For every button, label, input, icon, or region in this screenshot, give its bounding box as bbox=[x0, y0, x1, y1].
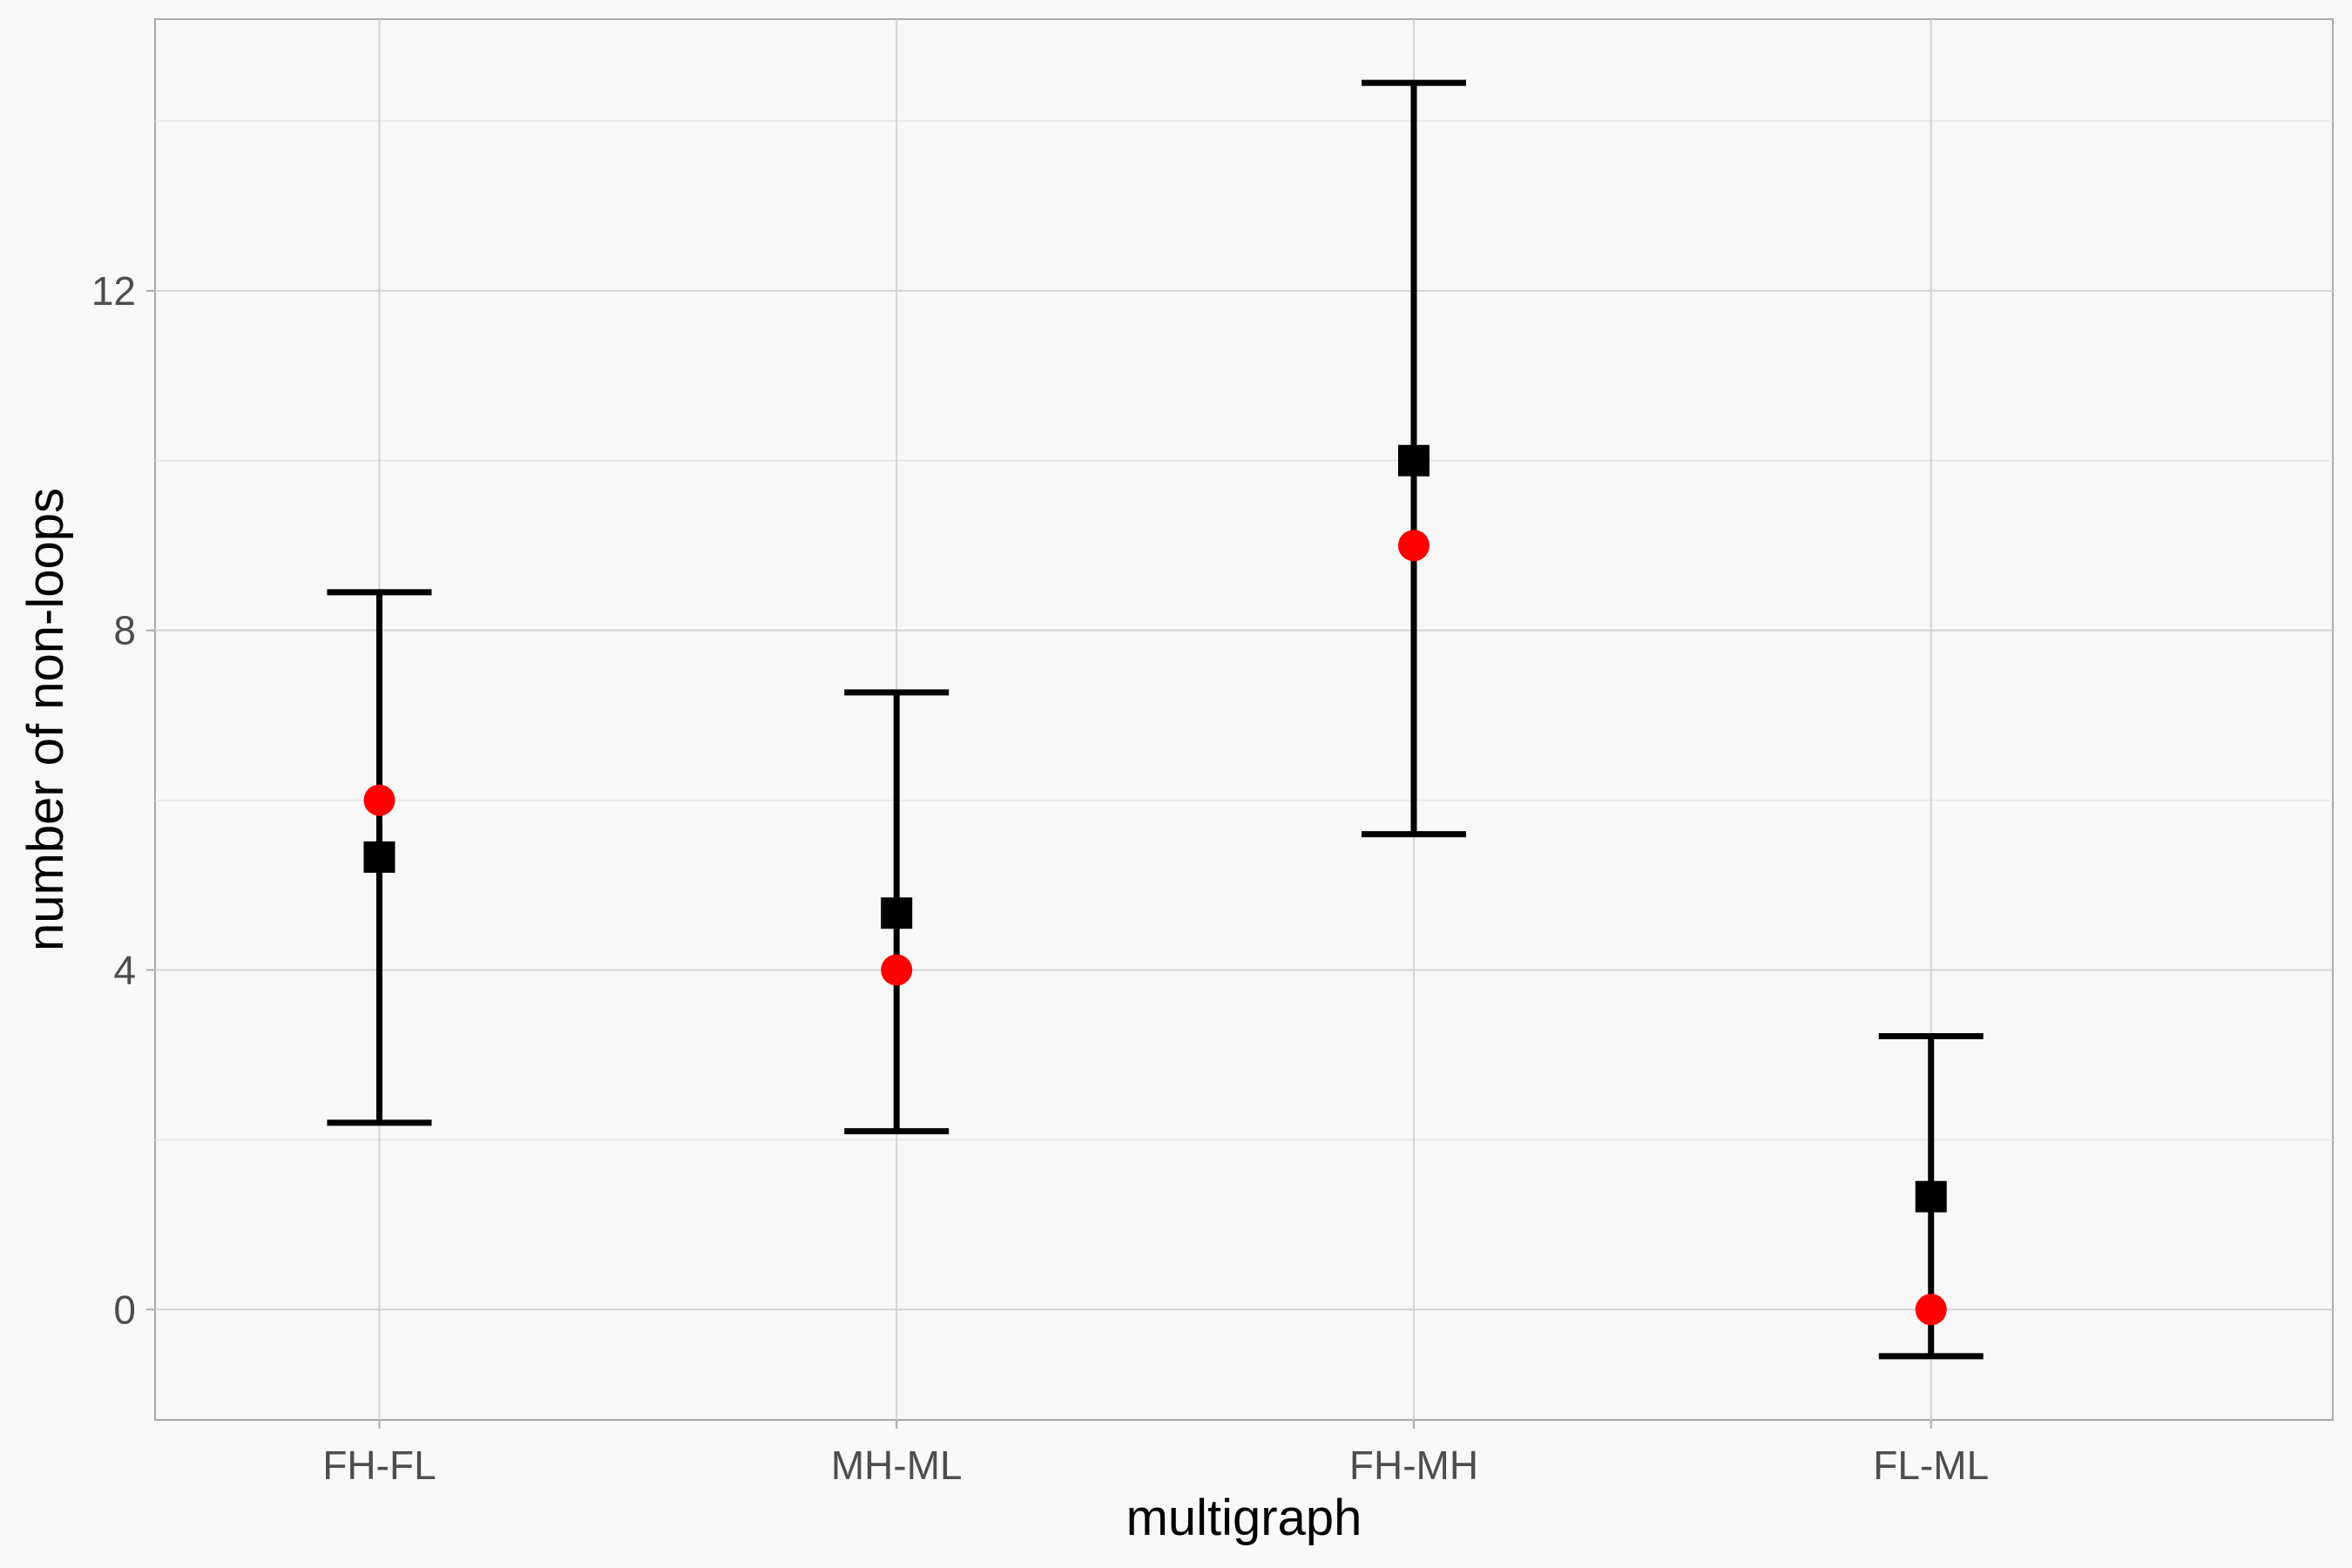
mean-square-point bbox=[881, 897, 913, 929]
x-tick-label: FH-MH bbox=[1349, 1443, 1478, 1488]
mean-square-point bbox=[363, 841, 395, 873]
y-tick-label: 0 bbox=[113, 1287, 136, 1332]
x-axis-ticks: FH-FL MH-ML FH-MH FL-ML bbox=[322, 1420, 1989, 1488]
mean-square-point bbox=[1398, 444, 1429, 476]
observed-point bbox=[881, 954, 913, 986]
marks bbox=[327, 79, 1984, 1360]
observed-point bbox=[363, 784, 395, 816]
y-tick-label: 8 bbox=[113, 608, 136, 653]
y-axis-ticks: 0 4 8 12 bbox=[91, 268, 155, 1332]
x-axis-title: multigraph bbox=[1126, 1490, 1362, 1546]
x-tick-label: FL-ML bbox=[1873, 1443, 1989, 1488]
observed-point bbox=[1398, 530, 1429, 562]
panel-background bbox=[154, 18, 2334, 1421]
x-tick-label: MH-ML bbox=[831, 1443, 963, 1488]
y-axis-title: number of non-loops bbox=[17, 488, 74, 951]
mean-square-point bbox=[1915, 1180, 1947, 1213]
x-tick-label: FH-FL bbox=[322, 1443, 436, 1488]
y-tick-label: 12 bbox=[91, 268, 136, 314]
y-tick-label: 4 bbox=[113, 947, 136, 992]
observed-point bbox=[1915, 1294, 1947, 1326]
